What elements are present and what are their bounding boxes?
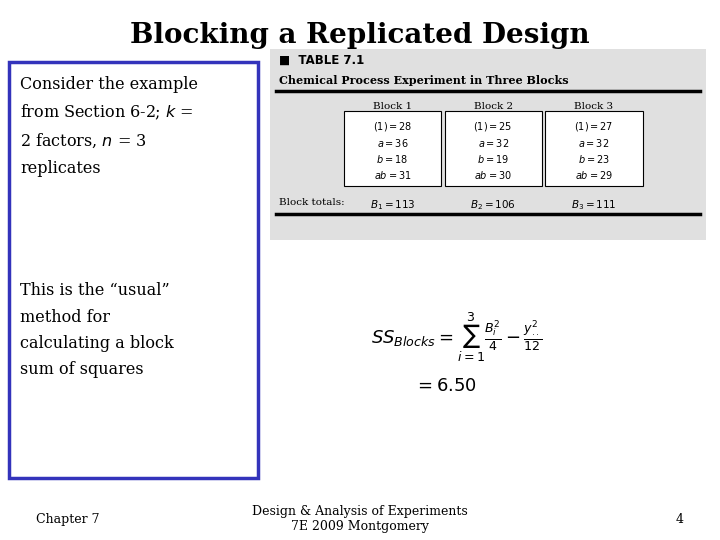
Text: $= 6.50$: $= 6.50$ [414, 377, 477, 395]
Text: $SS_{Blocks} = \sum_{i=1}^{3}\frac{B_i^2}{4} - \frac{y_{..}^2}{12}$: $SS_{Blocks} = \sum_{i=1}^{3}\frac{B_i^2… [372, 310, 543, 365]
Text: Block 1: Block 1 [373, 102, 412, 111]
Text: $B_1 = 113$: $B_1 = 113$ [369, 198, 415, 212]
Text: Block 2: Block 2 [474, 102, 513, 111]
Text: $B_2 = 106$: $B_2 = 106$ [470, 198, 516, 212]
FancyBboxPatch shape [270, 49, 706, 240]
Text: $b = 19$: $b = 19$ [477, 153, 509, 165]
Text: ■  TABLE 7.1: ■ TABLE 7.1 [279, 54, 364, 67]
Text: $(1) = 25$: $(1) = 25$ [474, 120, 513, 133]
Text: This is the “usual”
method for
calculating a block
sum of squares: This is the “usual” method for calculati… [20, 282, 174, 378]
Text: Chapter 7: Chapter 7 [36, 513, 99, 526]
Text: Block totals:: Block totals: [279, 198, 344, 207]
Text: Consider the example
from Section 6-2; $k$ =
2 factors, $n$ = 3
replicates: Consider the example from Section 6-2; $… [20, 76, 198, 177]
Text: $a = 32$: $a = 32$ [477, 137, 509, 148]
Text: Block 3: Block 3 [575, 102, 613, 111]
FancyBboxPatch shape [546, 111, 643, 186]
Text: 4: 4 [676, 513, 684, 526]
FancyBboxPatch shape [445, 111, 542, 186]
Text: $b = 18$: $b = 18$ [377, 153, 408, 165]
Text: Design & Analysis of Experiments
7E 2009 Montgomery: Design & Analysis of Experiments 7E 2009… [252, 505, 468, 534]
FancyBboxPatch shape [344, 111, 441, 186]
Text: $(1) = 27$: $(1) = 27$ [575, 120, 613, 133]
Text: $B_3 = 111$: $B_3 = 111$ [571, 198, 617, 212]
FancyBboxPatch shape [9, 62, 258, 478]
Text: $ab = 29$: $ab = 29$ [575, 169, 613, 181]
Text: $b = 23$: $b = 23$ [578, 153, 610, 165]
Text: $a = 36$: $a = 36$ [377, 137, 408, 148]
Text: $(1) = 28$: $(1) = 28$ [373, 120, 412, 133]
Text: $ab = 31$: $ab = 31$ [374, 169, 411, 181]
Text: Chemical Process Experiment in Three Blocks: Chemical Process Experiment in Three Blo… [279, 75, 568, 85]
Text: $a = 32$: $a = 32$ [578, 137, 610, 148]
Text: Blocking a Replicated Design: Blocking a Replicated Design [130, 22, 590, 49]
Text: $ab = 30$: $ab = 30$ [474, 169, 512, 181]
